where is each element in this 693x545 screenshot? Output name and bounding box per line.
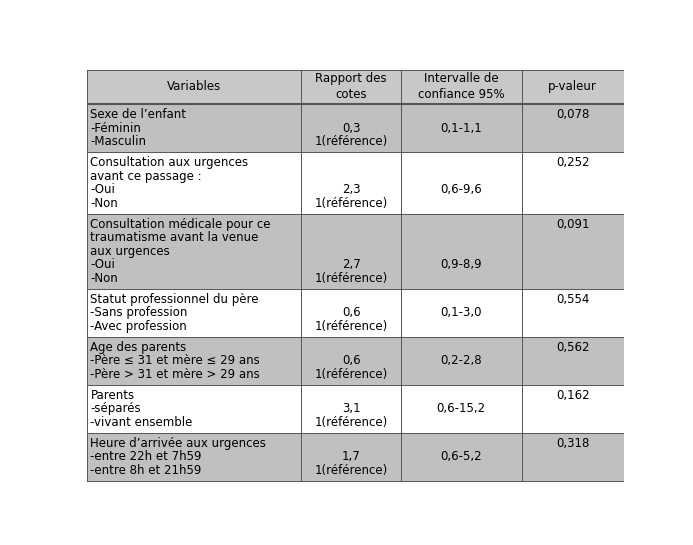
- Text: p-valeur: p-valeur: [548, 80, 597, 93]
- Text: -Père > 31 et mère > 29 ans: -Père > 31 et mère > 29 ans: [90, 368, 260, 381]
- Text: -séparés: -séparés: [90, 402, 141, 415]
- Text: -Oui: -Oui: [90, 183, 115, 196]
- Text: 1(référence): 1(référence): [315, 416, 388, 429]
- Text: -Non: -Non: [90, 272, 118, 284]
- Text: -Père ≤ 31 et mère ≤ 29 ans: -Père ≤ 31 et mère ≤ 29 ans: [90, 354, 260, 367]
- Text: aux urgences: aux urgences: [90, 245, 170, 258]
- Text: Consultation aux urgences: Consultation aux urgences: [90, 156, 249, 169]
- Text: 0,091: 0,091: [556, 217, 590, 231]
- Text: 0,1-1,1: 0,1-1,1: [440, 122, 482, 135]
- Text: 1(référence): 1(référence): [315, 320, 388, 333]
- Text: 1(référence): 1(référence): [315, 464, 388, 477]
- Text: 0,252: 0,252: [556, 156, 590, 169]
- Text: Rapport des
cotes: Rapport des cotes: [315, 72, 387, 101]
- Text: 1(référence): 1(référence): [315, 272, 388, 284]
- Text: -entre 8h et 21h59: -entre 8h et 21h59: [90, 464, 202, 477]
- Text: 0,554: 0,554: [556, 293, 589, 306]
- Text: -Féminin: -Féminin: [90, 122, 141, 135]
- Text: 0,562: 0,562: [556, 341, 590, 354]
- Text: 1,7: 1,7: [342, 450, 360, 463]
- Bar: [87, 337, 624, 385]
- Text: Age des parents: Age des parents: [90, 341, 186, 354]
- Bar: [87, 289, 624, 337]
- Text: Intervalle de
confiance 95%: Intervalle de confiance 95%: [418, 72, 505, 101]
- Text: 0,6: 0,6: [342, 306, 360, 319]
- Text: 0,6-5,2: 0,6-5,2: [441, 450, 482, 463]
- Text: avant ce passage :: avant ce passage :: [90, 169, 202, 183]
- Text: 0,318: 0,318: [556, 437, 589, 450]
- Bar: [87, 385, 624, 433]
- Bar: [87, 152, 624, 214]
- Text: Statut professionnel du père: Statut professionnel du père: [90, 293, 259, 306]
- Bar: [87, 70, 624, 104]
- Bar: [87, 104, 624, 152]
- Text: traumatisme avant la venue: traumatisme avant la venue: [90, 231, 258, 244]
- Text: -Non: -Non: [90, 197, 118, 210]
- Text: 1(référence): 1(référence): [315, 368, 388, 381]
- Text: 1(référence): 1(référence): [315, 197, 388, 210]
- Text: 2,3: 2,3: [342, 183, 360, 196]
- Text: -Masculin: -Masculin: [90, 135, 146, 148]
- Text: 0,2-2,8: 0,2-2,8: [441, 354, 482, 367]
- Text: -vivant ensemble: -vivant ensemble: [90, 416, 193, 429]
- Text: 2,7: 2,7: [342, 258, 360, 271]
- Text: -Sans profession: -Sans profession: [90, 306, 188, 319]
- Text: 0,9-8,9: 0,9-8,9: [441, 258, 482, 271]
- Text: 0,6-15,2: 0,6-15,2: [437, 402, 486, 415]
- Text: 0,162: 0,162: [556, 389, 590, 402]
- Text: Variables: Variables: [167, 80, 221, 93]
- Text: -entre 22h et 7h59: -entre 22h et 7h59: [90, 450, 202, 463]
- Text: 0,6: 0,6: [342, 354, 360, 367]
- Text: Sexe de l’enfant: Sexe de l’enfant: [90, 108, 186, 121]
- Bar: [87, 214, 624, 289]
- Text: Heure d’arrivée aux urgences: Heure d’arrivée aux urgences: [90, 437, 266, 450]
- Text: 0,6-9,6: 0,6-9,6: [440, 183, 482, 196]
- Text: 0,1-3,0: 0,1-3,0: [441, 306, 482, 319]
- Text: Parents: Parents: [90, 389, 134, 402]
- Text: -Oui: -Oui: [90, 258, 115, 271]
- Text: 3,1: 3,1: [342, 402, 360, 415]
- Text: 1(référence): 1(référence): [315, 135, 388, 148]
- Bar: [87, 433, 624, 481]
- Text: 0,3: 0,3: [342, 122, 360, 135]
- Text: 0,078: 0,078: [556, 108, 589, 121]
- Text: Consultation médicale pour ce: Consultation médicale pour ce: [90, 217, 271, 231]
- Text: -Avec profession: -Avec profession: [90, 320, 187, 333]
